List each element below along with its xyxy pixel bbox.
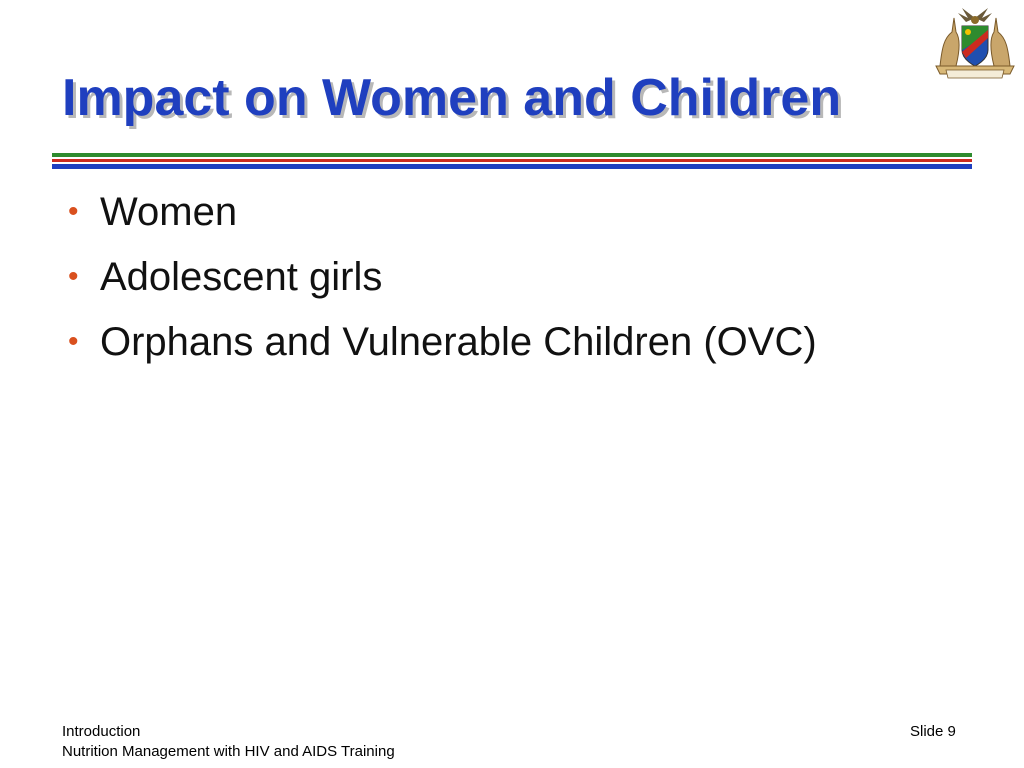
header-divider [52, 153, 972, 171]
coat-of-arms-icon [935, 8, 1015, 79]
bullet-icon: • [68, 260, 79, 293]
divider-stripe-green [52, 153, 972, 157]
divider-stripe-red [52, 159, 972, 162]
bullet-item: • Orphans and Vulnerable Children (OVC) [68, 320, 817, 385]
footer-course-title: Nutrition Management with HIV and AIDS T… [62, 743, 395, 760]
bullet-list: • Women • Adolescent girls • Orphans and… [68, 190, 817, 385]
bullet-item: • Women [68, 190, 817, 255]
bullet-text: Orphans and Vulnerable Children (OVC) [100, 320, 817, 364]
bullet-icon: • [68, 195, 79, 228]
divider-stripe-blue [52, 164, 972, 169]
bullet-text: Women [100, 190, 238, 234]
slide-title: Impact on Women and Children [62, 69, 842, 127]
slide-number: Slide 9 [910, 723, 956, 740]
bullet-text: Adolescent girls [100, 255, 383, 299]
footer-section: Introduction [62, 723, 141, 740]
bullet-item: • Adolescent girls [68, 255, 817, 320]
bullet-icon: • [68, 325, 79, 358]
footer-left: Introduction Nutrition Management with H… [62, 722, 395, 762]
